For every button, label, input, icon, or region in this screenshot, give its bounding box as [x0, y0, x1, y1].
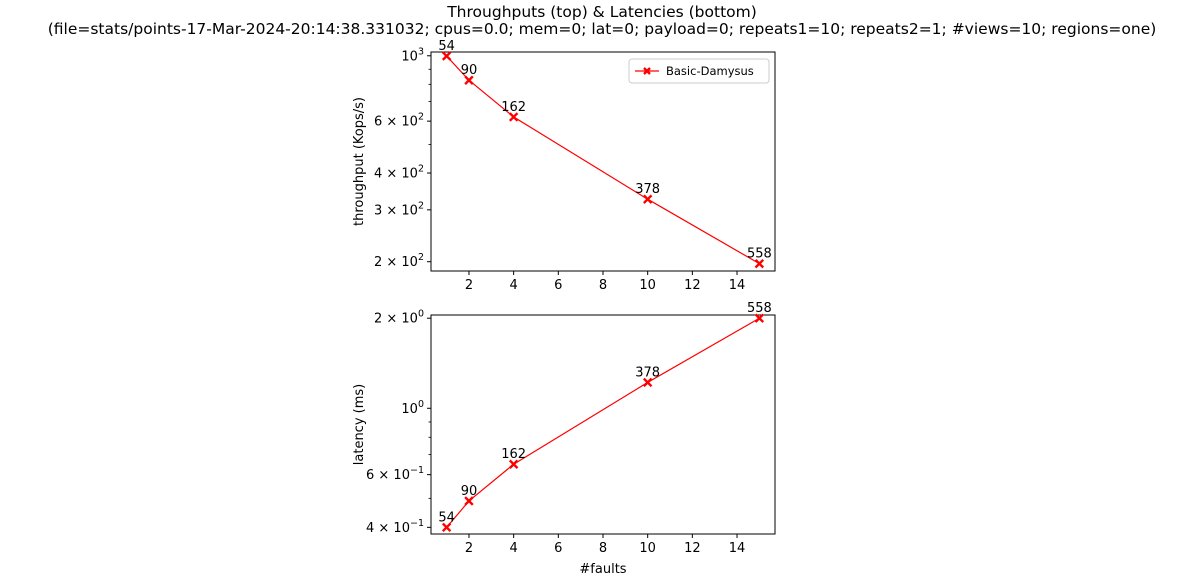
latency-x-tick-label: 6	[554, 541, 562, 556]
throughput-data-point	[508, 112, 519, 122]
latency-y-tick-label: 4 × 10−1	[366, 518, 424, 536]
throughput-y-tick-label: 3 × 102	[374, 200, 424, 218]
throughput-x-tick-label: 4	[510, 278, 518, 293]
latency-data-label: 558	[747, 301, 772, 316]
latency-x-tick-label: 2	[465, 541, 473, 556]
throughput-x-tick-label: 6	[554, 278, 562, 293]
latency-series-line	[446, 317, 760, 528]
throughput-data-point	[441, 51, 452, 61]
throughput-data-point	[642, 194, 653, 204]
throughput-x-tick-label: 12	[684, 278, 701, 293]
throughput-y-tick-label: 4 × 102	[374, 164, 424, 182]
latency-data-label: 378	[635, 365, 660, 380]
latency-y-tick-label: 100	[401, 399, 424, 417]
throughput-y-axis-label: throughput (Kops/s)	[352, 97, 367, 226]
latency-data-point	[642, 377, 653, 388]
latency-data-label: 54	[438, 510, 455, 525]
throughput-series-line	[446, 55, 760, 265]
throughput-data-label: 558	[747, 247, 772, 262]
throughput-data-label: 90	[461, 63, 478, 78]
throughput-legend-label: Basic-Damysus	[666, 64, 754, 78]
latency-data-point	[464, 496, 474, 506]
latency-x-tick-label: 4	[510, 541, 518, 556]
latency-data-label: 162	[501, 447, 526, 462]
throughput-data-point	[754, 258, 765, 269]
latency-x-tick-label: 12	[684, 541, 701, 556]
throughput-legend-box	[628, 58, 770, 84]
latency-x-tick-label: 10	[639, 541, 656, 556]
throughput-x-tick-label: 8	[599, 278, 607, 293]
throughput-x-tick-label: 2	[465, 278, 473, 293]
latency-data-point	[508, 459, 519, 469]
latency-y-tick-label: 6 × 10−1	[366, 465, 424, 483]
latency-data-point	[441, 522, 452, 533]
throughput-y-tick-label: 6 × 102	[374, 112, 424, 130]
throughput-axes-frame	[430, 51, 776, 272]
latency-x-tick-label: 8	[599, 541, 607, 556]
throughput-data-label: 162	[501, 100, 526, 115]
throughput-data-label: 54	[438, 39, 455, 54]
chart-title: Throughputs (top) & Latencies (bottom)	[447, 3, 757, 21]
throughput-x-tick-label: 10	[639, 278, 656, 293]
throughput-data-point	[464, 75, 474, 85]
latency-x-tick-label: 14	[729, 541, 746, 556]
latency-y-axis-label: latency (ms)	[352, 384, 367, 465]
throughput-x-tick-label: 14	[729, 278, 746, 293]
throughput-y-tick-label: 103	[401, 46, 424, 64]
chart-subtitle: (file=stats/points-17-Mar-2024-20:14:38.…	[47, 20, 1157, 38]
throughput-data-label: 378	[635, 182, 660, 197]
latency-y-tick-label: 2 × 100	[374, 309, 424, 327]
throughput-y-tick-label: 2 × 102	[374, 252, 424, 270]
latency-data-point	[754, 313, 765, 323]
latency-axes-frame	[430, 314, 776, 535]
latency-data-label: 90	[461, 484, 478, 499]
latency-x-axis-label: #faults	[579, 562, 626, 577]
throughput-legend-marker	[643, 67, 651, 75]
